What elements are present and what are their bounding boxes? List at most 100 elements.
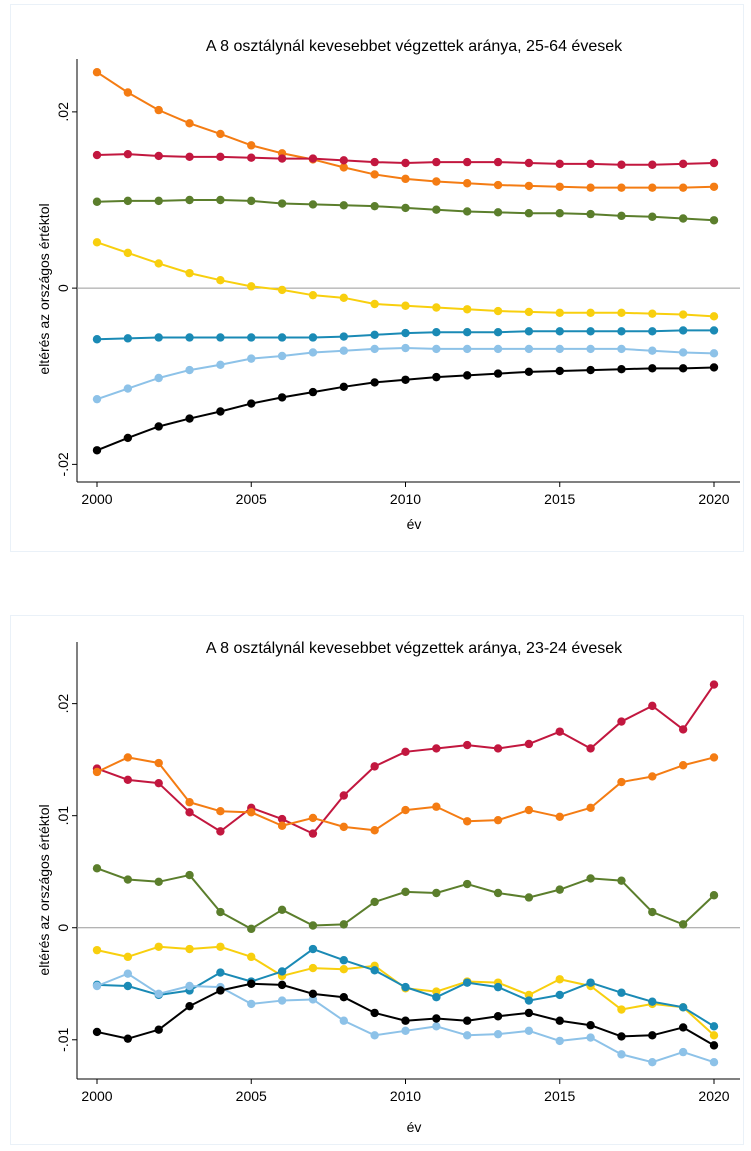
data-point — [92, 394, 102, 404]
data-point — [216, 986, 225, 995]
data-point — [277, 333, 287, 342]
data-point — [92, 197, 102, 206]
data-point — [463, 327, 472, 337]
data-point — [216, 152, 225, 162]
data-point — [247, 333, 256, 342]
data-point — [524, 739, 534, 749]
data-point — [401, 158, 410, 168]
x-tick-label: 2010 — [390, 491, 421, 507]
data-point — [370, 762, 379, 771]
y-tick-label: .02 — [55, 102, 71, 122]
data-point — [339, 920, 348, 929]
data-point — [617, 327, 626, 336]
data-point — [709, 753, 719, 762]
data-point — [370, 966, 379, 975]
data-point — [277, 393, 287, 402]
data-point — [247, 399, 256, 408]
data-point — [185, 808, 194, 817]
data-point — [555, 812, 564, 821]
data-point — [617, 717, 626, 726]
data-point — [493, 1012, 503, 1021]
data-point — [308, 290, 318, 300]
chart-panel-25-64: A 8 osztálynál kevesebbet végzettek arán… — [10, 4, 744, 552]
data-point — [493, 815, 503, 825]
series-2 — [92, 753, 719, 835]
data-point — [123, 334, 133, 343]
series-5 — [92, 326, 719, 344]
data-point — [463, 371, 472, 380]
data-point — [678, 326, 688, 335]
data-point — [463, 157, 472, 167]
data-point — [586, 874, 595, 883]
x-axis-title: év — [407, 1119, 422, 1135]
data-point — [401, 1016, 410, 1025]
data-point — [463, 179, 472, 188]
data-point — [92, 238, 102, 247]
data-point — [216, 807, 225, 816]
data-point — [370, 201, 379, 211]
data-point — [308, 348, 318, 357]
data-point — [216, 407, 225, 416]
data-point — [247, 999, 256, 1009]
data-point — [709, 363, 719, 372]
data-point — [617, 777, 626, 787]
data-point — [493, 982, 503, 992]
data-point — [308, 921, 318, 930]
x-tick-label: 2000 — [81, 1088, 112, 1104]
data-point — [555, 308, 564, 317]
y-tick-label: .02 — [55, 694, 71, 714]
data-point — [370, 157, 379, 167]
data-point — [617, 211, 626, 221]
data-point — [308, 154, 318, 163]
data-point — [123, 1034, 133, 1043]
data-point — [586, 1021, 595, 1030]
data-point — [308, 387, 318, 397]
data-point — [92, 335, 102, 344]
data-point — [678, 725, 688, 734]
data-point — [92, 150, 102, 160]
data-point — [432, 1014, 441, 1023]
data-point — [463, 1016, 472, 1025]
data-point — [370, 897, 379, 907]
data-point — [370, 1008, 379, 1018]
data-point — [216, 129, 225, 139]
data-point — [154, 422, 163, 431]
data-point — [432, 1022, 441, 1031]
data-point — [123, 969, 133, 978]
data-point — [216, 275, 225, 285]
data-point — [339, 993, 348, 1002]
data-point — [247, 808, 256, 817]
data-point — [92, 945, 102, 955]
data-point — [586, 1033, 595, 1042]
data-point — [709, 1031, 719, 1040]
data-point — [154, 259, 163, 268]
y-tick-label: 0 — [55, 924, 71, 932]
data-point — [216, 333, 225, 342]
x-tick-label: 2005 — [236, 491, 267, 507]
data-point — [216, 360, 225, 369]
data-point — [524, 805, 534, 815]
data-point — [648, 1031, 657, 1040]
data-point — [648, 212, 657, 221]
data-point — [339, 964, 348, 974]
data-point — [247, 196, 256, 206]
y-tick-label: -.02 — [55, 452, 71, 476]
data-point — [277, 821, 287, 830]
data-point — [678, 183, 688, 192]
data-point — [401, 805, 410, 815]
data-point — [154, 877, 163, 886]
data-point — [648, 1057, 657, 1067]
series-6 — [92, 343, 719, 404]
data-point — [432, 177, 441, 186]
data-point — [463, 344, 472, 354]
data-point — [370, 826, 379, 835]
data-point — [463, 207, 472, 216]
series-2 — [92, 149, 719, 169]
data-point — [154, 778, 163, 788]
data-point — [493, 1029, 503, 1039]
data-point — [247, 153, 256, 162]
data-point — [185, 1001, 194, 1011]
data-point — [370, 299, 379, 309]
series-3 — [92, 864, 719, 934]
data-point — [277, 285, 287, 295]
